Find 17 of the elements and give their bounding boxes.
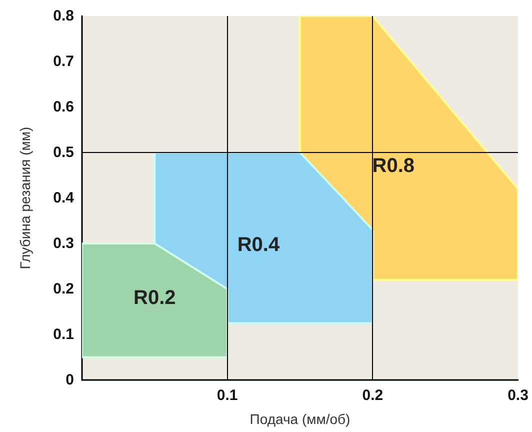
y-tick-label: 0.2: [53, 280, 74, 298]
y-tick-label: 0.1: [53, 326, 74, 343]
y-axis-title: Глубина резания (мм): [17, 126, 33, 270]
y-tick-label: 0.3: [53, 235, 74, 252]
y-tick-label: 0.4: [53, 190, 75, 206]
y-tick-label: 0.6: [53, 98, 74, 116]
y-tick-label: 0.8: [53, 8, 74, 24]
x-tick-label: 0.3: [508, 387, 528, 404]
y-tick-label: 0.5: [53, 144, 74, 161]
x-axis-title: Подача (мм/об): [250, 411, 350, 427]
series-label: R0.8: [372, 155, 415, 178]
x-tick-label: 0.2: [362, 387, 384, 404]
series-label: R0.4: [237, 234, 280, 256]
y-tick-label: 0.7: [53, 53, 74, 70]
series-label: R0.2: [134, 287, 176, 310]
y-tick-label: 0: [66, 372, 74, 388]
x-tick-label: 0.1: [216, 387, 238, 404]
